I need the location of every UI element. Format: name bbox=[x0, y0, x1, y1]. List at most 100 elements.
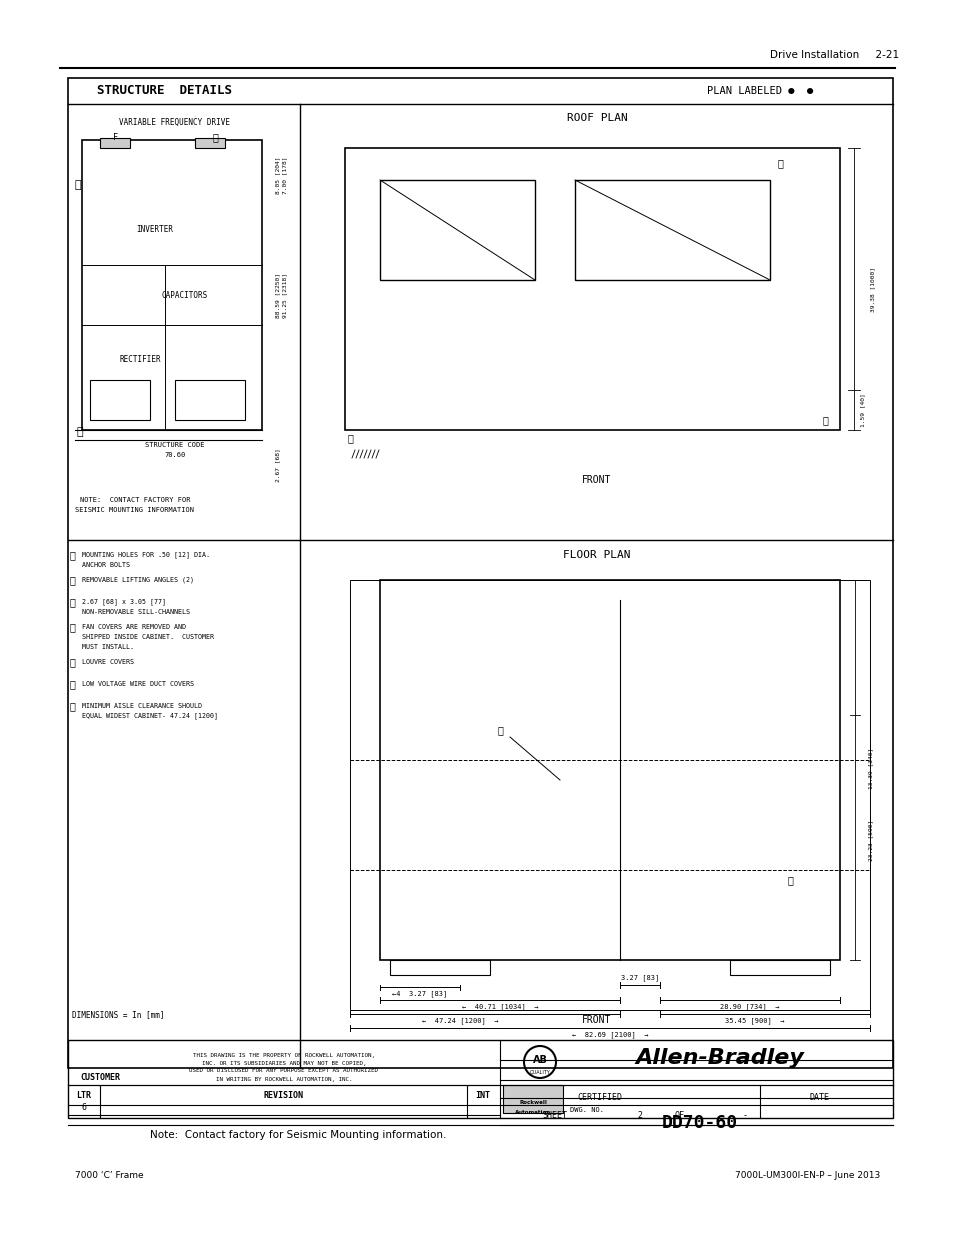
Text: LTR: LTR bbox=[76, 1091, 91, 1099]
Text: QUALITY: QUALITY bbox=[529, 1070, 550, 1074]
Text: 91.25 [2318]: 91.25 [2318] bbox=[282, 273, 287, 317]
Text: ROOF PLAN: ROOF PLAN bbox=[566, 112, 627, 124]
Text: Ⓑ: Ⓑ bbox=[69, 576, 75, 585]
Text: INVERTER: INVERTER bbox=[136, 226, 173, 235]
Text: 6: 6 bbox=[81, 1104, 87, 1113]
Text: Ⓐ: Ⓐ bbox=[786, 876, 792, 885]
Text: Rockwell: Rockwell bbox=[518, 1100, 546, 1105]
Text: DATE: DATE bbox=[809, 1093, 829, 1102]
Text: LOW VOLTAGE WIRE DUCT COVERS: LOW VOLTAGE WIRE DUCT COVERS bbox=[82, 680, 193, 687]
Text: Ⓖ: Ⓖ bbox=[497, 725, 502, 735]
Text: FRONT: FRONT bbox=[581, 475, 611, 485]
Text: STRUCTURE  DETAILS: STRUCTURE DETAILS bbox=[97, 84, 233, 98]
Text: 3.27 [83]: 3.27 [83] bbox=[620, 974, 659, 982]
Bar bbox=[379, 580, 840, 960]
Text: SEISMIC MOUNTING INFORMATION: SEISMIC MOUNTING INFORMATION bbox=[75, 508, 194, 513]
Text: Ⓔ: Ⓔ bbox=[821, 415, 827, 425]
Text: Ⓒ: Ⓒ bbox=[76, 427, 83, 437]
Text: ⓓ: ⓓ bbox=[212, 132, 217, 142]
Text: Ⓒ: Ⓒ bbox=[69, 597, 75, 606]
Text: Ⓖ: Ⓖ bbox=[347, 433, 353, 443]
Text: Ⓖ: Ⓖ bbox=[69, 701, 75, 711]
Text: VARIABLE FREQUENCY DRIVE: VARIABLE FREQUENCY DRIVE bbox=[119, 117, 231, 126]
Text: 39.38 [1000]: 39.38 [1000] bbox=[869, 268, 874, 312]
Text: Automation: Automation bbox=[515, 1110, 551, 1115]
Text: Ⓕ: Ⓕ bbox=[69, 679, 75, 689]
Text: CAPACITORS: CAPACITORS bbox=[162, 290, 208, 300]
Text: ⓓ: ⓓ bbox=[777, 158, 782, 168]
Text: AB: AB bbox=[532, 1055, 547, 1065]
Text: 7000 ‘C’ Frame: 7000 ‘C’ Frame bbox=[75, 1171, 144, 1179]
Text: INT: INT bbox=[475, 1091, 490, 1099]
Text: Allen-Bradley: Allen-Bradley bbox=[635, 1049, 803, 1068]
Text: ←  47.24 [1200]  →: ← 47.24 [1200] → bbox=[421, 1018, 497, 1024]
Text: 28.90 [734]  →: 28.90 [734] → bbox=[720, 1004, 779, 1010]
Text: Ⓓ: Ⓓ bbox=[69, 622, 75, 632]
Text: ←  40.71 [1034]  →: ← 40.71 [1034] → bbox=[461, 1004, 537, 1010]
Text: FRONT: FRONT bbox=[581, 1015, 611, 1025]
Text: NON-REMOVABLE SILL-CHANNELS: NON-REMOVABLE SILL-CHANNELS bbox=[82, 609, 190, 615]
Bar bbox=[379, 180, 535, 280]
Text: 7000L-UM300I-EN-P – June 2013: 7000L-UM300I-EN-P – June 2013 bbox=[734, 1171, 879, 1179]
Text: INC. OR ITS SUBSIDIARIES AND MAY NOT BE COPIED,: INC. OR ITS SUBSIDIARIES AND MAY NOT BE … bbox=[201, 1061, 366, 1066]
Text: THIS DRAWING IS THE PROPERTY OF ROCKWELL AUTOMATION,: THIS DRAWING IS THE PROPERTY OF ROCKWELL… bbox=[193, 1052, 375, 1057]
Text: 70.60: 70.60 bbox=[164, 452, 186, 458]
Text: CUSTOMER: CUSTOMER bbox=[80, 1073, 120, 1083]
Text: STRUCTURE CODE: STRUCTURE CODE bbox=[145, 442, 205, 448]
Text: MOUNTING HOLES FOR .50 [12] DIA.: MOUNTING HOLES FOR .50 [12] DIA. bbox=[82, 552, 210, 558]
Text: NOTE:  CONTACT FACTORY FOR: NOTE: CONTACT FACTORY FOR bbox=[80, 496, 190, 503]
Text: OF: OF bbox=[675, 1112, 684, 1120]
Text: MINIMUM AISLE CLEARANCE SHOULD: MINIMUM AISLE CLEARANCE SHOULD bbox=[82, 703, 202, 709]
Text: PLAN LABELED ●  ●: PLAN LABELED ● ● bbox=[706, 86, 812, 96]
Text: MUST INSTALL.: MUST INSTALL. bbox=[82, 643, 133, 650]
Text: 23.23 [590]: 23.23 [590] bbox=[867, 819, 872, 861]
Bar bbox=[575, 180, 769, 280]
Text: Ⓔ: Ⓔ bbox=[69, 657, 75, 667]
Text: 35.45 [900]  →: 35.45 [900] → bbox=[724, 1018, 784, 1024]
Bar bbox=[174, 380, 245, 420]
Bar bbox=[729, 960, 829, 974]
Text: 88.59 [2250]: 88.59 [2250] bbox=[275, 273, 280, 317]
Text: 7.00 [178]: 7.00 [178] bbox=[282, 157, 287, 194]
Text: EQUAL WIDEST CABINET- 47.24 [1200]: EQUAL WIDEST CABINET- 47.24 [1200] bbox=[82, 713, 218, 719]
Text: 2: 2 bbox=[637, 1112, 641, 1120]
Text: REVISION: REVISION bbox=[264, 1091, 304, 1099]
Bar bbox=[390, 960, 490, 974]
Text: Note:  Contact factory for Seismic Mounting information.: Note: Contact factory for Seismic Mounti… bbox=[150, 1130, 446, 1140]
Text: 2.67 [68] x 3.05 [77]: 2.67 [68] x 3.05 [77] bbox=[82, 599, 166, 605]
Text: SHIPPED INSIDE CABINET.  CUSTOMER: SHIPPED INSIDE CABINET. CUSTOMER bbox=[82, 634, 213, 640]
Text: ←  82.69 [2100]  →: ← 82.69 [2100] → bbox=[571, 1031, 648, 1039]
Text: 2.67 [68]: 2.67 [68] bbox=[275, 448, 280, 482]
Bar bbox=[82, 140, 262, 430]
Text: F: F bbox=[112, 132, 117, 142]
Text: CERTIFIED: CERTIFIED bbox=[577, 1093, 622, 1102]
Bar bbox=[345, 148, 840, 430]
Bar bbox=[502, 1086, 562, 1113]
Bar bbox=[68, 1040, 892, 1118]
Text: 8.05 [204]: 8.05 [204] bbox=[275, 157, 280, 194]
Bar bbox=[90, 380, 150, 420]
Text: USED OR DISCLOSED FOR ANY PURPOSE EXCEPT AS AUTHORIZED: USED OR DISCLOSED FOR ANY PURPOSE EXCEPT… bbox=[190, 1068, 378, 1073]
Text: DIMENSIONS = In [mm]: DIMENSIONS = In [mm] bbox=[71, 1010, 164, 1020]
Text: 13.39 [340]: 13.39 [340] bbox=[867, 747, 872, 789]
Text: ←4  3.27 [83]: ←4 3.27 [83] bbox=[392, 990, 447, 998]
Text: Drive Installation     2-21: Drive Installation 2-21 bbox=[769, 49, 898, 61]
Text: FAN COVERS ARE REMOVED AND: FAN COVERS ARE REMOVED AND bbox=[82, 624, 186, 630]
Bar bbox=[100, 138, 130, 148]
Text: RECTIFIER: RECTIFIER bbox=[119, 356, 161, 364]
Bar bbox=[194, 138, 225, 148]
Text: IN WRITING BY ROCKWELL AUTOMATION, INC.: IN WRITING BY ROCKWELL AUTOMATION, INC. bbox=[215, 1077, 352, 1082]
Text: DD70-60: DD70-60 bbox=[661, 1114, 738, 1132]
Text: Ⓐ: Ⓐ bbox=[69, 550, 75, 559]
Text: LOUVRE COVERS: LOUVRE COVERS bbox=[82, 659, 133, 664]
Text: REMOVABLE LIFTING ANGLES (2): REMOVABLE LIFTING ANGLES (2) bbox=[82, 577, 193, 583]
Text: FLOOR PLAN: FLOOR PLAN bbox=[562, 550, 630, 559]
Text: -: - bbox=[741, 1112, 747, 1120]
Text: ANCHOR BOLTS: ANCHOR BOLTS bbox=[82, 562, 130, 568]
Text: SHEET: SHEET bbox=[542, 1112, 567, 1120]
Bar bbox=[350, 580, 869, 1010]
Bar bbox=[68, 78, 892, 1068]
Text: DWG. NO.: DWG. NO. bbox=[569, 1107, 603, 1113]
Text: 1.59 [40]: 1.59 [40] bbox=[859, 393, 864, 427]
Text: Ⓑ: Ⓑ bbox=[74, 180, 81, 190]
